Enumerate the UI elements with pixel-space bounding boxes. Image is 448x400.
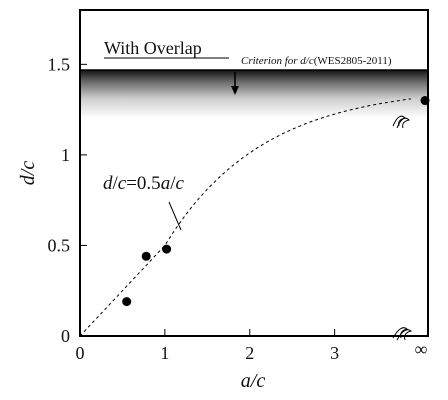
y-axis-title: d/c [17,161,39,186]
criterion-band [80,70,428,118]
x-tick-label: 0 [76,343,85,363]
criterion-arrow-head [231,86,239,95]
x-tick-label: 3 [330,343,339,363]
data-point [122,297,132,307]
x-tick-label: ∞ [415,339,428,359]
overlap-label: With Overlap [104,38,202,58]
data-point [420,96,430,106]
y-tick-label: 1.5 [48,54,71,74]
criterion-label: Criterion for d/c(WES2805-2011) [241,55,392,67]
data-point [141,251,151,261]
y-tick-label: 0.5 [48,235,71,255]
curve-label: d/c=0.5a/c [103,173,184,194]
x-tick-label: 2 [245,343,254,363]
axis-break-bottom [392,327,413,341]
y-tick-label: 0 [61,326,70,346]
curve-d-c-0-5-a-c [79,98,412,337]
data-point [162,244,172,254]
y-tick-label: 1 [61,145,70,165]
x-tick-label: 1 [160,343,169,363]
plot-frame [79,9,429,337]
axis-break-top [392,115,410,129]
curve-label-leader [168,201,182,231]
ticks-layer: 0 1 2 3 ∞ 0 0.5 1 1.5 [48,54,428,363]
x-axis-title: a/c [241,370,266,392]
points-layer [122,96,430,307]
